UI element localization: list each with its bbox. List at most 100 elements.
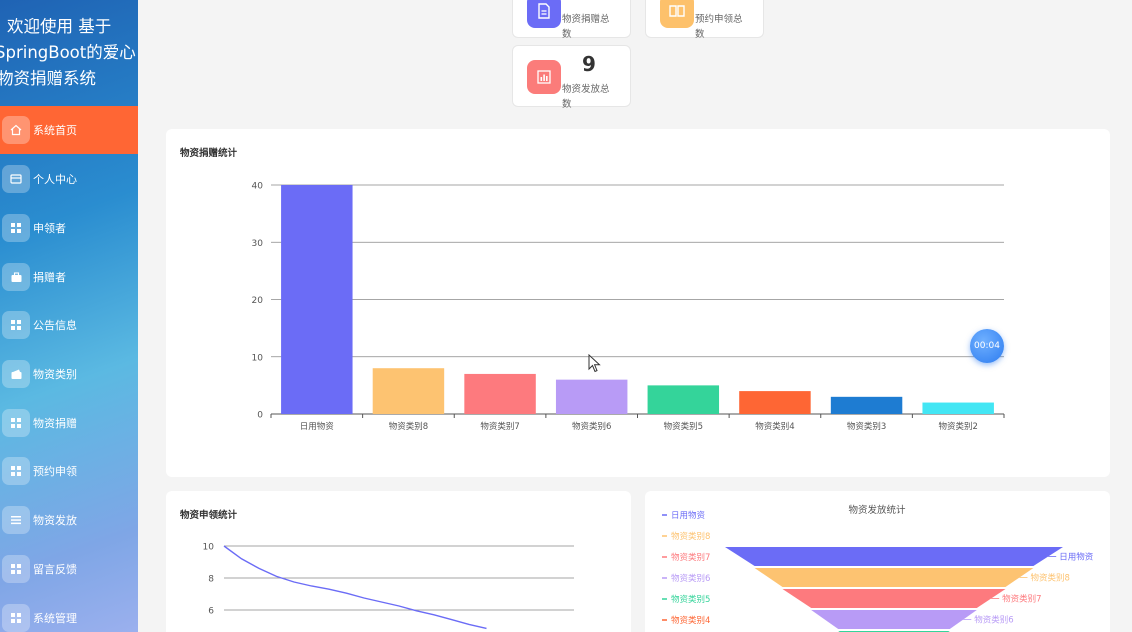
- sidebar: 欢迎使用 基于 SpringBoot的爱心 物资捐赠系统 系统首页 个人中心 申…: [0, 0, 138, 632]
- y-tick-label: 6: [208, 607, 214, 617]
- legend-item: 物资类别7: [671, 552, 710, 563]
- y-tick-label: 8: [208, 575, 214, 585]
- bar: [464, 373, 536, 414]
- book-icon: [660, 0, 694, 28]
- line-chart-title: 物资申领统计: [180, 510, 238, 521]
- sidebar-item-label: 捐赠者: [33, 271, 66, 284]
- sidebar-item-home[interactable]: 系统首页: [0, 106, 138, 154]
- bar-chart-title: 物资捐赠统计: [180, 148, 238, 159]
- legend-item: 日用物资: [671, 510, 706, 521]
- sidebar-item-label: 物资发放: [33, 514, 77, 527]
- timer-badge[interactable]: 00:04: [970, 329, 1004, 363]
- sidebar-item-notice[interactable]: 公告信息: [0, 301, 138, 349]
- x-tick-label: 物资类别8: [389, 421, 428, 432]
- stat-value: 9: [582, 0, 596, 3]
- app-title-line1: 欢迎使用 基于: [7, 17, 112, 36]
- y-tick-label: 10: [252, 353, 264, 363]
- bar: [647, 385, 720, 414]
- list-icon: [2, 506, 30, 534]
- sidebar-item-personal[interactable]: 个人中心: [0, 155, 138, 203]
- sidebar-item-label: 物资捐赠: [33, 417, 77, 430]
- donation-stats-panel: 物资捐赠统计 0 10 20 30 40 日用物资 物资类别8 物资类别7 物资类别6 物资类别5…: [166, 129, 1110, 477]
- sidebar-item-feedback[interactable]: 留言反馈: [0, 545, 138, 593]
- grid-icon: [2, 311, 30, 339]
- bar: [555, 379, 628, 414]
- legend-item: 物资类别4: [671, 615, 710, 626]
- x-tick-label: 物资类别5: [664, 421, 703, 432]
- application-line-chart: 6 8 10: [203, 543, 574, 630]
- stat-label: 物资发放总数: [562, 84, 610, 110]
- bar: [281, 185, 353, 414]
- bar: [922, 402, 994, 414]
- stat-card-donation: 9 物资捐赠总数: [512, 0, 631, 40]
- sidebar-item-category[interactable]: 物资类别: [0, 350, 138, 398]
- stat-value: 9: [582, 52, 596, 76]
- app-title-line3: 物资捐赠系统: [0, 69, 96, 88]
- y-tick-label: 30: [252, 239, 264, 249]
- x-tick-label: 物资类别6: [572, 421, 611, 432]
- funnel-stage: [811, 610, 977, 629]
- sidebar-item-label: 个人中心: [33, 173, 77, 186]
- x-tick-label: 物资类别7: [480, 421, 519, 432]
- legend-item: 物资类别6: [671, 573, 710, 584]
- app-title: 欢迎使用 基于 SpringBoot的爱心 物资捐赠系统: [0, 14, 138, 92]
- home-icon: [2, 116, 30, 144]
- stat-value: 9: [715, 0, 729, 3]
- grid-icon: [2, 214, 30, 242]
- grid-icon: [2, 409, 30, 437]
- donation-bar-chart: 0 10 20 30 40 日用物资 物资类别8 物资类别7 物资类别6 物资类别5 物资类别4 物资…: [252, 182, 1005, 432]
- stat-card-appointment: 9 预约申领总数: [645, 0, 764, 40]
- sidebar-item-issue[interactable]: 物资发放: [0, 496, 138, 544]
- series-line: [223, 545, 487, 630]
- stat-label: 预约申领总数: [695, 14, 743, 40]
- grid-icon: [2, 457, 30, 485]
- bar: [372, 368, 445, 414]
- legend-item: 物资类别8: [671, 531, 710, 542]
- y-tick-label: 10: [203, 543, 215, 553]
- y-tick-label: 40: [252, 182, 264, 192]
- wallet-icon: [2, 360, 30, 388]
- sidebar-item-label: 物资类别: [33, 368, 77, 381]
- sidebar-item-donor[interactable]: 捐赠者: [0, 253, 138, 301]
- sidebar-item-system[interactable]: 系统管理: [0, 594, 138, 632]
- funnel-stage: [725, 547, 1063, 566]
- x-tick-label: 物资类别4: [755, 421, 794, 432]
- x-tick-label: 物资类别2: [938, 421, 977, 432]
- funnel-stage: [782, 589, 1006, 608]
- bar-chart-icon: [527, 60, 561, 94]
- sidebar-item-label: 系统管理: [33, 612, 77, 625]
- legend-item: 物资类别5: [671, 594, 710, 605]
- issue-funnel-chart: 物资发放统计日用物资物资类别8物资类别7物资类别6物资类别5物资类别4日用物资物…: [662, 504, 1094, 632]
- funnel-stage-label: 物资类别7: [1002, 594, 1041, 605]
- funnel-stage-label: 物资类别6: [974, 615, 1013, 626]
- x-tick-label: 物资类别3: [847, 421, 886, 432]
- sidebar-item-label: 申领者: [33, 222, 66, 235]
- briefcase-icon: [2, 263, 30, 291]
- grid-icon: [2, 555, 30, 583]
- mouse-cursor-icon: [588, 354, 601, 373]
- y-tick-label: 20: [252, 296, 264, 306]
- sidebar-item-donation[interactable]: 物资捐赠: [0, 399, 138, 447]
- document-icon: [527, 0, 561, 28]
- application-stats-panel: 物资申领统计 6 8 10: [166, 491, 631, 632]
- stat-card-issue: 9 物资发放总数: [512, 45, 631, 110]
- funnel-stage-label: 物资类别8: [1030, 573, 1069, 584]
- grid-icon: [2, 604, 30, 632]
- stat-label: 物资捐赠总数: [562, 14, 610, 40]
- x-tick-label: 日用物资: [300, 421, 335, 432]
- funnel-chart-title: 物资发放统计: [848, 504, 906, 516]
- sidebar-item-label: 系统首页: [33, 124, 77, 137]
- sidebar-item-label: 留言反馈: [33, 563, 77, 576]
- sidebar-item-applicant[interactable]: 申领者: [0, 204, 138, 252]
- issue-stats-panel: 物资发放统计 日用物资 物资类别8 物资类别7 物资类别6 物资类别5 物资类别4 日用物资物…: [645, 491, 1110, 632]
- funnel-stage: [754, 568, 1034, 587]
- sidebar-item-appointment[interactable]: 预约申领: [0, 447, 138, 495]
- app-title-line2: SpringBoot的爱心: [0, 43, 136, 62]
- y-tick-label: 0: [257, 411, 263, 421]
- bar: [830, 396, 903, 414]
- sidebar-item-label: 预约申领: [33, 465, 77, 478]
- id-card-icon: [2, 165, 30, 193]
- sidebar-item-label: 公告信息: [33, 319, 77, 332]
- bar: [739, 391, 811, 414]
- funnel-stage-label: 日用物资: [1059, 552, 1094, 563]
